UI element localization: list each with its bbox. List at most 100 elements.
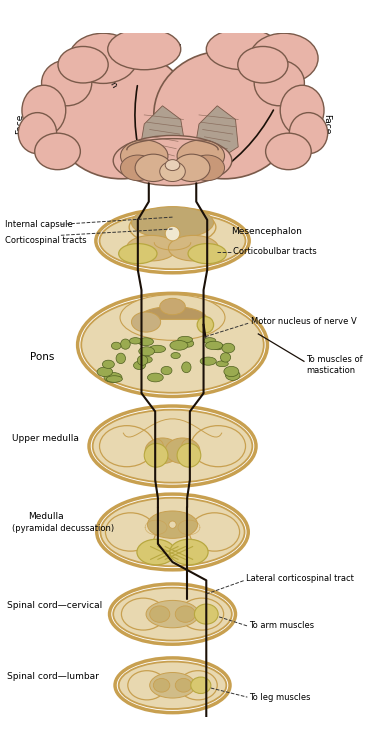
Ellipse shape <box>182 362 191 373</box>
Circle shape <box>177 443 201 467</box>
Ellipse shape <box>191 677 211 694</box>
Text: Spinal cord—lumbar: Spinal cord—lumbar <box>7 672 99 681</box>
Text: Corticobulbar tracts: Corticobulbar tracts <box>233 248 317 256</box>
Ellipse shape <box>113 588 232 640</box>
Ellipse shape <box>177 140 225 172</box>
Ellipse shape <box>203 338 216 344</box>
Ellipse shape <box>160 161 185 182</box>
Text: Medulla: Medulla <box>28 512 64 521</box>
Circle shape <box>169 521 176 528</box>
Ellipse shape <box>129 209 216 245</box>
Circle shape <box>197 316 214 333</box>
Ellipse shape <box>106 376 122 382</box>
Ellipse shape <box>106 513 156 551</box>
Ellipse shape <box>170 340 188 350</box>
Ellipse shape <box>138 338 153 346</box>
Circle shape <box>165 226 180 241</box>
Ellipse shape <box>173 154 210 182</box>
Polygon shape <box>194 106 238 160</box>
Ellipse shape <box>280 86 324 136</box>
Text: Leg: Leg <box>163 42 182 52</box>
Ellipse shape <box>100 426 154 466</box>
Ellipse shape <box>160 298 185 315</box>
Polygon shape <box>138 307 207 320</box>
Text: Arm: Arm <box>102 70 119 91</box>
Ellipse shape <box>113 136 232 186</box>
Text: Corticospinal tracts: Corticospinal tracts <box>4 236 86 245</box>
Ellipse shape <box>146 601 199 628</box>
Text: Face: Face <box>15 114 24 134</box>
Ellipse shape <box>69 33 137 83</box>
Ellipse shape <box>169 236 219 261</box>
Ellipse shape <box>180 598 224 630</box>
Ellipse shape <box>206 28 279 70</box>
Ellipse shape <box>149 345 166 352</box>
Ellipse shape <box>222 344 235 352</box>
Ellipse shape <box>179 670 217 700</box>
Text: Spinal cord—cervical: Spinal cord—cervical <box>7 602 103 610</box>
Ellipse shape <box>18 112 57 154</box>
Ellipse shape <box>225 370 240 380</box>
Ellipse shape <box>182 340 194 347</box>
Text: Mesencephalon: Mesencephalon <box>231 227 302 236</box>
Ellipse shape <box>119 662 226 709</box>
Text: Face: Face <box>322 114 331 134</box>
Ellipse shape <box>51 51 192 178</box>
Ellipse shape <box>41 60 92 106</box>
Ellipse shape <box>100 212 245 269</box>
Ellipse shape <box>100 498 245 566</box>
Ellipse shape <box>119 244 157 264</box>
Ellipse shape <box>147 511 198 538</box>
Ellipse shape <box>194 604 218 624</box>
Ellipse shape <box>150 673 195 698</box>
Ellipse shape <box>58 46 108 83</box>
Text: To muscles of: To muscles of <box>306 355 363 364</box>
Ellipse shape <box>165 160 180 170</box>
Ellipse shape <box>238 46 288 83</box>
Ellipse shape <box>145 438 180 464</box>
Ellipse shape <box>171 352 180 358</box>
Ellipse shape <box>137 356 148 365</box>
Ellipse shape <box>120 339 130 350</box>
Ellipse shape <box>178 336 192 343</box>
Text: Internal capsule: Internal capsule <box>4 220 72 229</box>
Ellipse shape <box>81 297 264 393</box>
Ellipse shape <box>175 606 195 622</box>
Ellipse shape <box>139 356 152 363</box>
Ellipse shape <box>224 367 239 376</box>
Ellipse shape <box>190 155 225 181</box>
Circle shape <box>144 443 168 467</box>
Ellipse shape <box>120 295 225 340</box>
Ellipse shape <box>154 51 295 178</box>
Text: Pons: Pons <box>30 352 54 362</box>
Ellipse shape <box>129 338 141 344</box>
Ellipse shape <box>137 539 175 565</box>
Text: Lateral corticospinal tract: Lateral corticospinal tract <box>247 574 354 583</box>
Text: To leg muscles: To leg muscles <box>249 693 311 702</box>
Ellipse shape <box>191 426 245 466</box>
Ellipse shape <box>108 28 181 70</box>
Ellipse shape <box>250 33 318 83</box>
Ellipse shape <box>206 341 223 350</box>
Ellipse shape <box>170 539 208 565</box>
Text: To arm muscles: To arm muscles <box>249 622 314 631</box>
Ellipse shape <box>131 312 161 332</box>
Ellipse shape <box>135 154 172 182</box>
Text: (pyramidal decussation): (pyramidal decussation) <box>12 524 114 532</box>
Ellipse shape <box>35 134 80 170</box>
Text: Motor nucleus of nerve V: Motor nucleus of nerve V <box>251 316 357 326</box>
Ellipse shape <box>134 362 145 370</box>
Ellipse shape <box>93 410 253 483</box>
Ellipse shape <box>189 513 239 551</box>
Ellipse shape <box>266 134 311 170</box>
Ellipse shape <box>165 438 200 464</box>
Ellipse shape <box>97 367 113 376</box>
Ellipse shape <box>116 353 125 364</box>
Ellipse shape <box>126 236 177 261</box>
Ellipse shape <box>254 60 304 106</box>
Ellipse shape <box>216 361 228 367</box>
Ellipse shape <box>289 112 327 154</box>
Ellipse shape <box>200 357 216 365</box>
Ellipse shape <box>122 598 165 630</box>
Ellipse shape <box>175 679 192 692</box>
